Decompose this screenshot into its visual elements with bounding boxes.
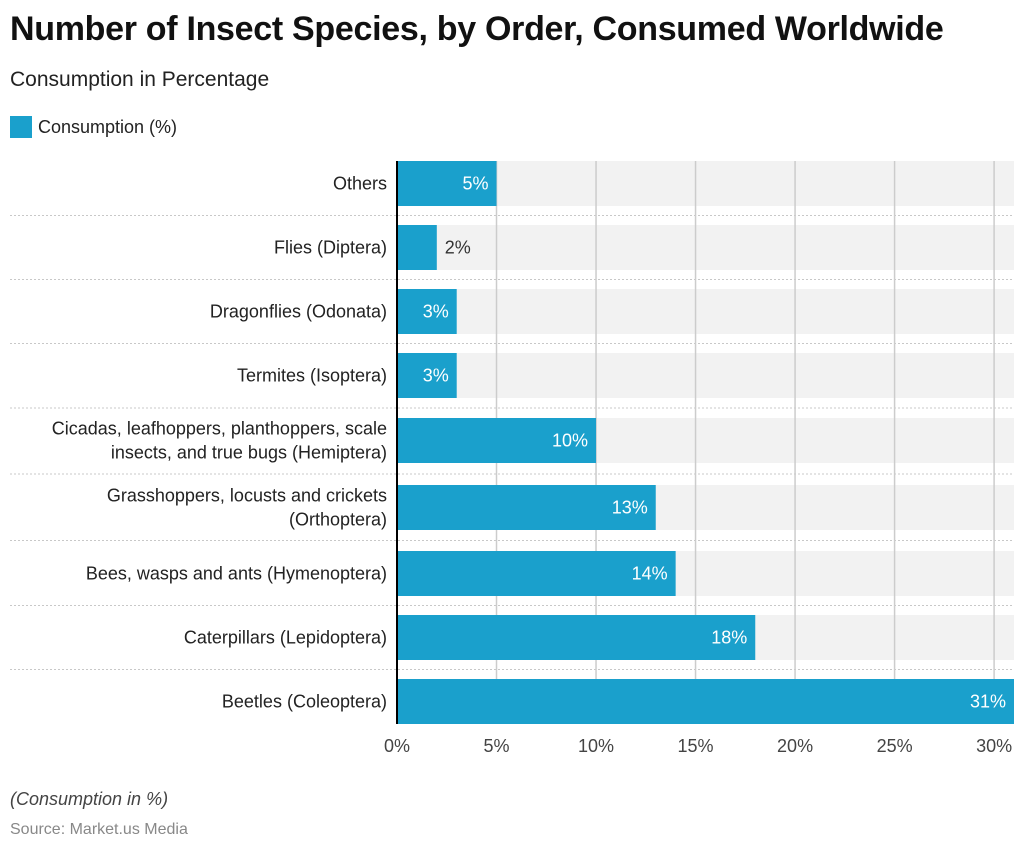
chart-source: Source: Market.us Media xyxy=(10,821,188,838)
x-tick-label: 5% xyxy=(484,736,510,756)
x-tick-label: 20% xyxy=(777,736,813,756)
chart-title: Number of Insect Species, by Order, Cons… xyxy=(10,10,944,48)
data-label: 3% xyxy=(423,302,449,322)
category-label: Cicadas, leafhoppers, planthoppers, scal… xyxy=(52,419,387,439)
data-label: 2% xyxy=(445,238,471,258)
category-label: Beetles (Coleoptera) xyxy=(222,692,387,712)
category-label: Caterpillars (Lepidoptera) xyxy=(184,628,387,648)
bar xyxy=(397,615,756,660)
bar xyxy=(397,289,457,334)
data-label: 3% xyxy=(423,366,449,386)
data-label: 5% xyxy=(463,174,489,194)
legend-label: Consumption (%) xyxy=(38,116,178,137)
x-tick-label: 10% xyxy=(578,736,614,756)
row-band xyxy=(397,289,1014,334)
data-label: 13% xyxy=(612,498,648,518)
data-label: 31% xyxy=(970,692,1006,712)
category-label: Bees, wasps and ants (Hymenoptera) xyxy=(86,564,387,584)
x-tick-label: 0% xyxy=(384,736,410,756)
bar xyxy=(397,353,457,398)
data-label: 10% xyxy=(552,431,588,451)
legend-swatch xyxy=(10,116,32,138)
bar xyxy=(397,551,676,596)
legend: Consumption (%) xyxy=(10,116,177,138)
chart-subtitle: Consumption in Percentage xyxy=(10,68,270,91)
category-label: insects, and true bugs (Hemiptera) xyxy=(111,443,387,463)
category-label: Others xyxy=(333,174,387,194)
data-label: 14% xyxy=(632,564,668,584)
row-band xyxy=(397,353,1014,398)
bar xyxy=(397,485,656,530)
row-band xyxy=(397,225,1014,270)
row-band xyxy=(397,161,1014,206)
bar xyxy=(397,225,437,270)
category-label: (Orthoptera) xyxy=(289,510,387,530)
category-label: Grasshoppers, locusts and crickets xyxy=(107,486,387,506)
x-tick-label: 30% xyxy=(976,736,1012,756)
category-label: Flies (Diptera) xyxy=(274,238,387,258)
category-label: Termites (Isoptera) xyxy=(237,366,387,386)
chart-note: (Consumption in %) xyxy=(10,789,169,809)
bar xyxy=(397,418,597,463)
bar xyxy=(397,679,1014,724)
category-label: Dragonflies (Odonata) xyxy=(210,302,387,322)
x-tick-label: 15% xyxy=(678,736,714,756)
bar xyxy=(397,161,497,206)
data-label: 18% xyxy=(711,628,747,648)
x-tick-label: 25% xyxy=(877,736,913,756)
